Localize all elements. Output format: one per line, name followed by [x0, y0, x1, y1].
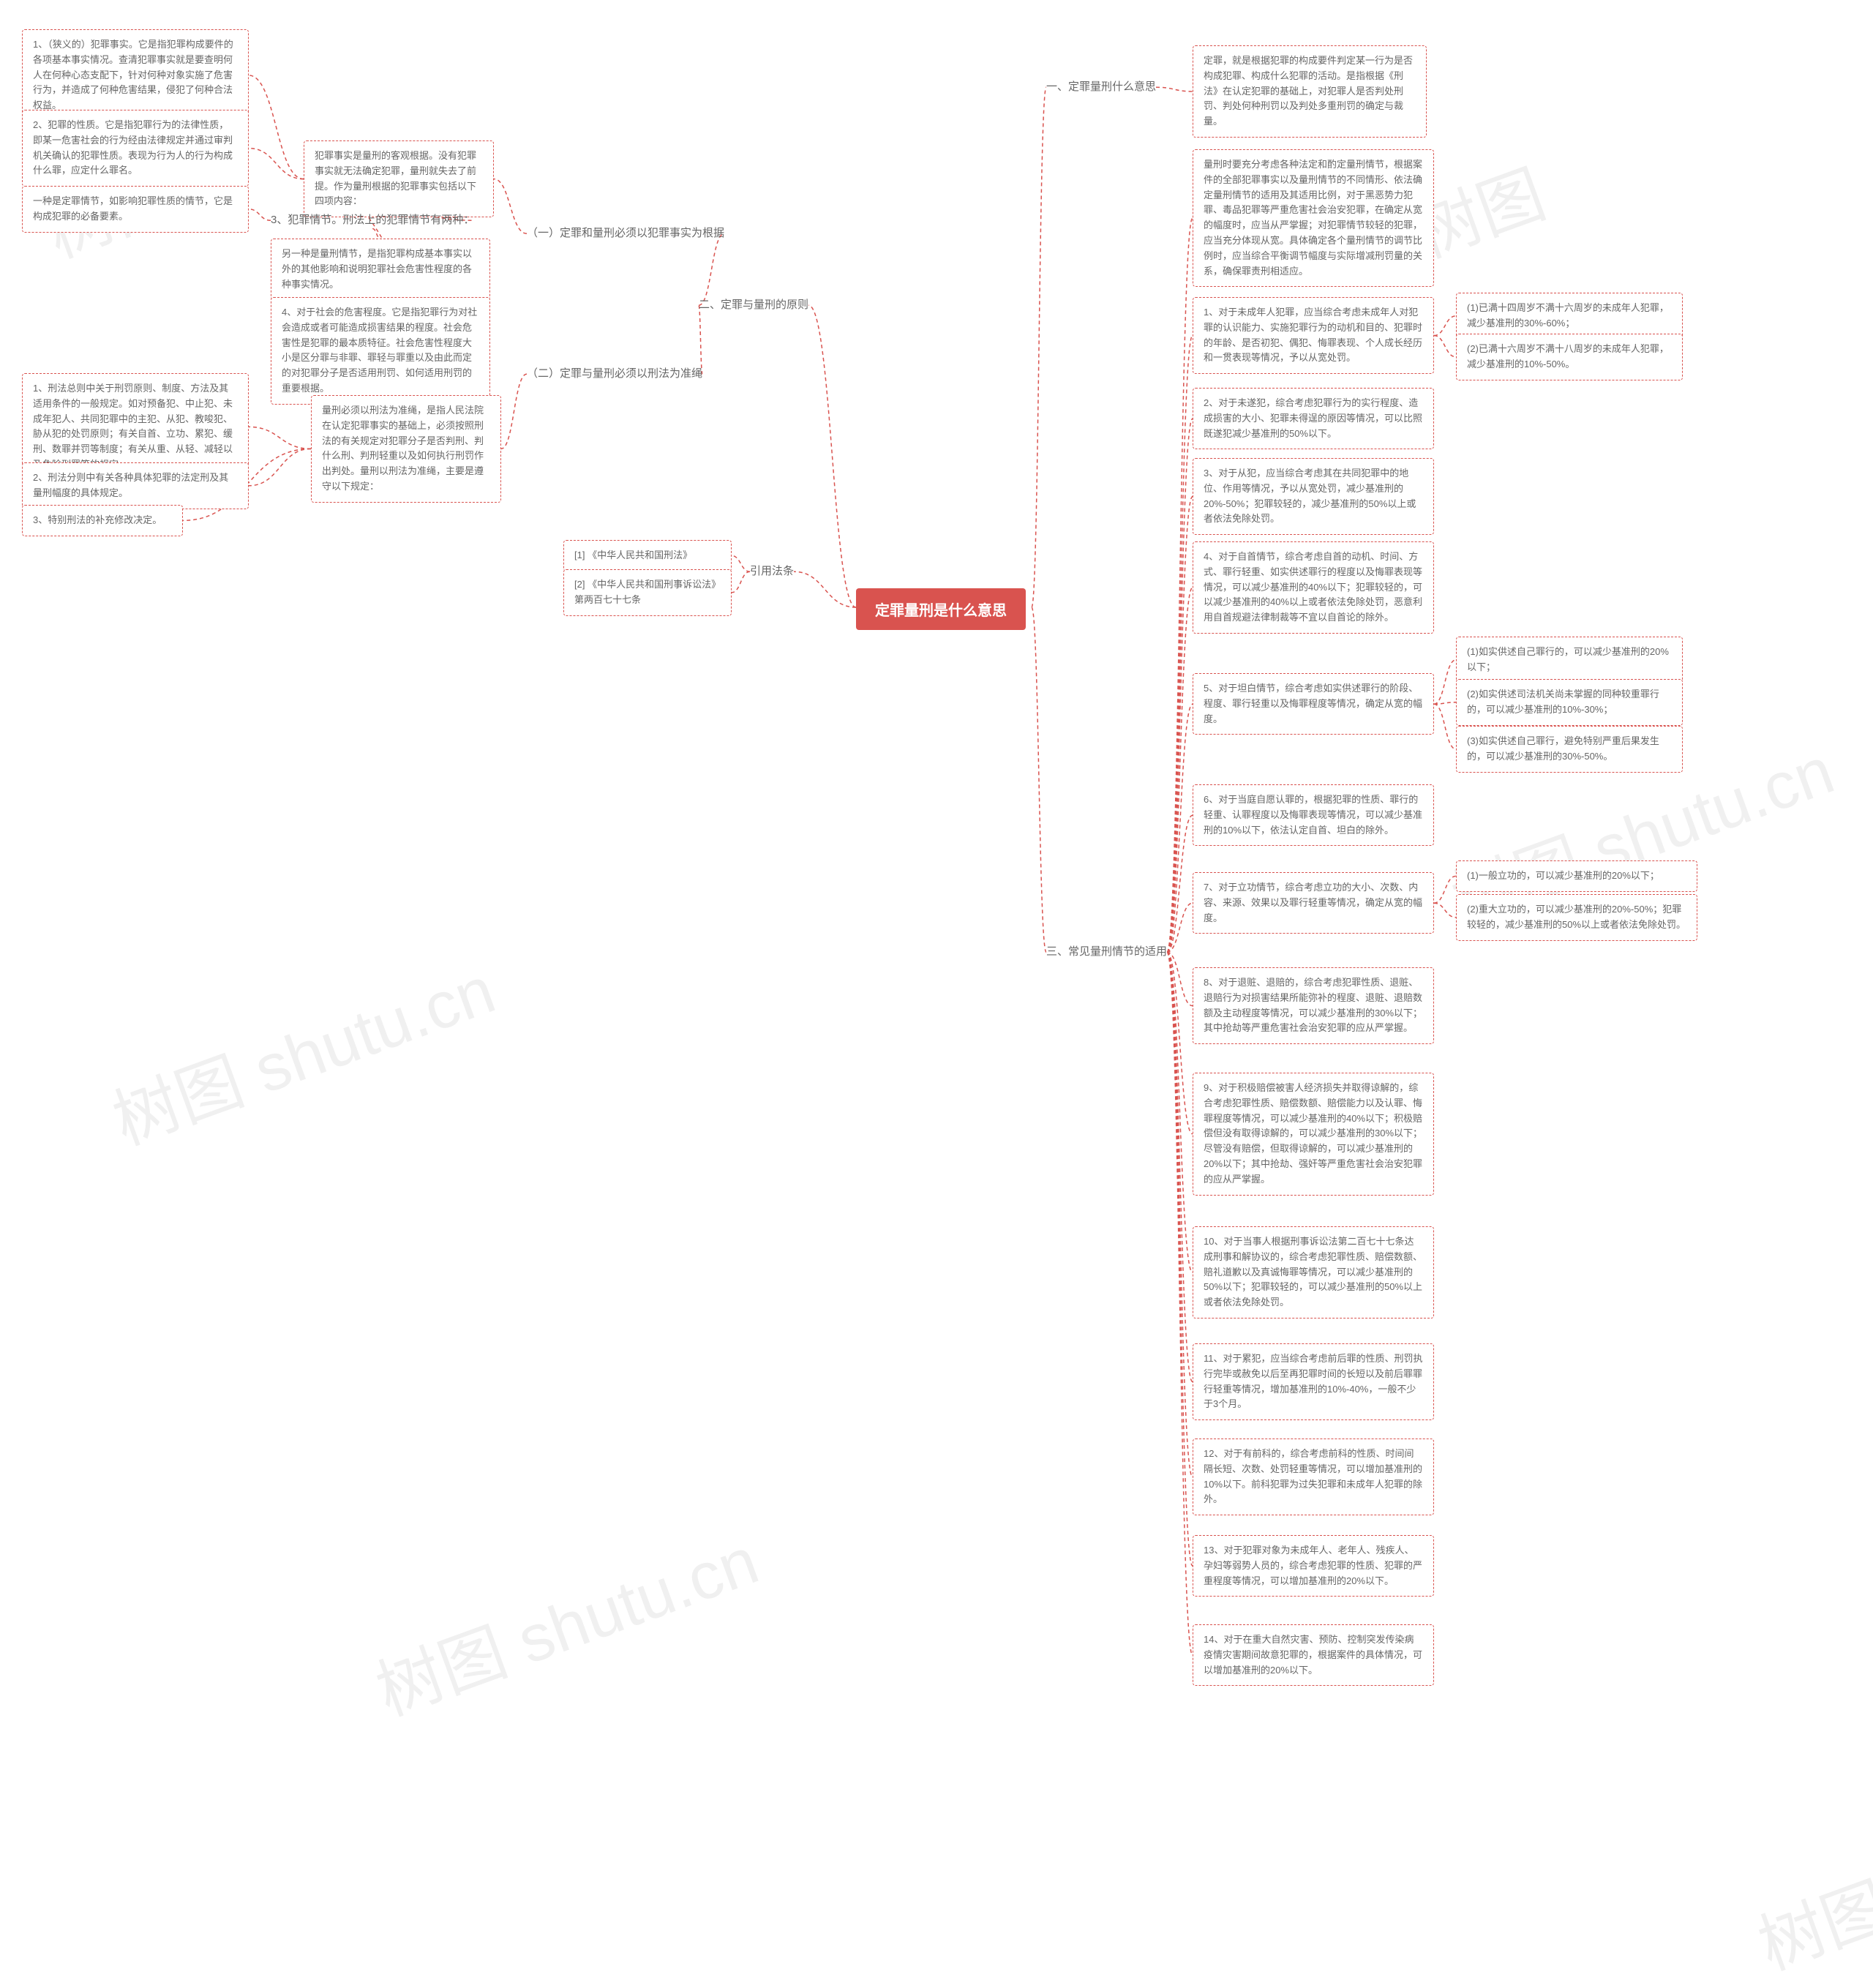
edge	[1032, 87, 1046, 607]
edge	[501, 374, 527, 449]
edge	[249, 427, 311, 449]
node-b2_1_1: 1、（狭义的）犯罪事实。它是指犯罪构成要件的各项基本事实情况。查清犯罪事实就是要…	[22, 29, 249, 121]
node-b2: 二、定罪与量刑的原则	[699, 297, 808, 314]
node-b3: 三、常见量刑情节的适用	[1046, 944, 1167, 961]
edge	[1434, 316, 1456, 336]
node-b2_1_3b: 另一种是量刑情节，是指犯罪构成基本事实以外的其他影响和说明犯罪社会危害性程度的各…	[271, 239, 490, 300]
node-b3_d3: 3、对于从犯，应当综合考虑其在共同犯罪中的地位、作用等情况，予以从宽处罚，减少基…	[1193, 458, 1434, 535]
node-b3_d1: 1、对于未成年人犯罪，应当综合考虑未成年人对犯罪的认识能力、实施犯罪行为的动机和…	[1193, 297, 1434, 374]
node-b3_d12: 12、对于有前科的，综合考虑前科的性质、时间间隔长短、次数、处罚轻重等情况，可以…	[1193, 1439, 1434, 1515]
node-b2_1_2: 2、犯罪的性质。它是指犯罪行为的法律性质，即某一危害社会的行为经由法律规定并通过…	[22, 110, 249, 187]
node-b3_d13: 13、对于犯罪对象为未成年人、老年人、残疾人、孕妇等弱势人员的，综合考虑犯罪的性…	[1193, 1535, 1434, 1597]
node-ref1: [1] 《中华人民共和国刑法》	[563, 540, 732, 571]
edge	[732, 571, 750, 593]
edge	[1434, 702, 1456, 704]
edge	[1434, 903, 1456, 918]
node-b3_d8: 8、对于退赃、退赔的，综合考虑犯罪性质、退赃、退赔行为对损害结果所能弥补的程度、…	[1193, 967, 1434, 1044]
node-b1: 一、定罪量刑什么意思	[1046, 79, 1156, 96]
center-node: 定罪量刑是什么意思	[856, 588, 1026, 630]
edge	[1167, 952, 1193, 1655]
edge	[699, 305, 702, 374]
node-b2_2: （二）定罪与量刑必须以刑法为准绳	[527, 366, 702, 383]
edge	[1167, 704, 1193, 952]
edge	[494, 179, 527, 234]
edge	[1167, 952, 1193, 1477]
node-ref2: [2] 《中华人民共和国刑事诉讼法》第两百七十七条	[563, 569, 732, 616]
edge	[794, 571, 856, 607]
edge	[1167, 497, 1193, 953]
node-b3_d11: 11、对于累犯，应当综合考虑前后罪的性质、刑罚执行完毕或赦免以后至再犯罪时间的长…	[1193, 1343, 1434, 1420]
node-b3_d4: 4、对于自首情节，综合考虑自首的动机、时间、方式、罪行轻重、如实供述罪行的程度以…	[1193, 541, 1434, 634]
edge	[699, 233, 724, 305]
edge	[249, 209, 271, 220]
node-b2_1_4: 4、对于社会的危害程度。它是指犯罪行为对社会造成或者可能造成损害结果的程度。社会…	[271, 297, 490, 405]
node-b3_d1a: (1)已满十四周岁不满十六周岁的未成年人犯罪，减少基准刑的30%-60%；	[1456, 293, 1683, 340]
edge	[1167, 218, 1193, 952]
node-b2_1_3a: 一种是定罪情节，如影响犯罪性质的情节，它是构成犯罪的必备要素。	[22, 186, 249, 233]
node-b3_d7a: (1)一般立功的，可以减少基准刑的20%以下；	[1456, 860, 1697, 892]
node-b2_2_3: 3、特别刑法的补充修改决定。	[22, 505, 183, 536]
node-b3_d7: 7、对于立功情节，综合考虑立功的大小、次数、内容、来源、效果以及罪行轻重等情况，…	[1193, 872, 1434, 934]
node-ref: 引用法条	[750, 563, 794, 580]
node-b3_d0: 量刑时要充分考虑各种法定和酌定量刑情节，根据案件的全部犯罪事实以及量刑情节的不同…	[1193, 149, 1434, 287]
node-b1_1: 定罪，就是根据犯罪的构成要件判定某一行为是否构成犯罪、构成什么犯罪的活动。是指根…	[1193, 45, 1427, 138]
node-b3_d9: 9、对于积极赔偿被害人经济损失并取得谅解的，综合考虑犯罪性质、赔偿数额、赔偿能力…	[1193, 1073, 1434, 1196]
edge	[249, 449, 311, 485]
node-b3_d5a: (1)如实供述自己罪行的，可以减少基准刑的20%以下；	[1456, 637, 1683, 683]
edge	[1167, 336, 1193, 953]
edge	[1167, 952, 1193, 1381]
node-b3_d5: 5、对于坦白情节，综合考虑如实供述罪行的阶段、程度、罪行轻重以及悔罪程度等情况，…	[1193, 673, 1434, 735]
node-b3_d1b: (2)已满十六周岁不满十八周岁的未成年人犯罪，减少基准刑的10%-50%。	[1456, 334, 1683, 380]
edge	[1434, 876, 1456, 903]
edge	[1434, 336, 1456, 357]
node-b3_d5c: (3)如实供述自己罪行，避免特别严重后果发生的，可以减少基准刑的30%-50%。	[1456, 726, 1683, 773]
node-b2_1_3: 3、犯罪情节。刑法上的犯罪情节有两种：	[271, 212, 474, 229]
edge	[1167, 952, 1193, 1005]
node-b3_d2: 2、对于未遂犯，综合考虑犯罪行为的实行程度、造成损害的大小、犯罪未得逞的原因等情…	[1193, 388, 1434, 449]
node-b2_2_intro: 量刑必须以刑法为准绳，是指人民法院在认定犯罪事实的基础上，必须按照刑法的有关规定…	[311, 395, 501, 503]
edge	[1167, 903, 1193, 952]
node-b2_1_intro: 犯罪事实是量刑的客观根据。没有犯罪事实就无法确定犯罪，量刑就失去了前提。作为量刑…	[304, 140, 494, 217]
watermark: 树图 shutu.cn	[98, 937, 506, 1163]
edge	[808, 305, 856, 607]
edge	[1167, 419, 1193, 952]
edge	[1167, 815, 1193, 952]
node-b2_1: （一）定罪和量刑必须以犯罪事实为根据	[527, 225, 724, 242]
node-b3_d7b: (2)重大立功的，可以减少基准刑的20%-50%；犯罪较轻的，减少基准刑的50%…	[1456, 894, 1697, 941]
watermark: 树图	[1743, 1853, 1873, 1988]
edge	[1167, 952, 1193, 1134]
edge	[249, 75, 304, 179]
edge	[1167, 952, 1193, 1566]
node-b2_2_2: 2、刑法分则中有关各种具体犯罪的法定刑及其量刑幅度的具体规定。	[22, 462, 249, 509]
watermark: 树图 shutu.cn	[361, 1508, 769, 1734]
node-b3_d5b: (2)如实供述司法机关尚未掌握的同种较重罪行的，可以减少基准刑的10%-30%；	[1456, 679, 1683, 726]
edge	[1167, 588, 1193, 952]
edge	[1032, 607, 1046, 952]
edge	[1156, 87, 1193, 91]
node-b3_d6: 6、对于当庭自愿认罪的，根据犯罪的性质、罪行的轻重、认罪程度以及悔罪表现等情况，…	[1193, 784, 1434, 846]
edge	[1167, 952, 1193, 1272]
edge	[1434, 704, 1456, 749]
edge	[249, 149, 304, 179]
node-b3_d10: 10、对于当事人根据刑事诉讼法第二百七十七条达成刑事和解协议的，综合考虑犯罪性质…	[1193, 1226, 1434, 1319]
node-b3_d14: 14、对于在重大自然灾害、预防、控制突发传染病疫情灾害期间故意犯罪的，根据案件的…	[1193, 1624, 1434, 1686]
edge	[732, 555, 750, 571]
edge	[1434, 660, 1456, 704]
edge	[372, 229, 380, 239]
